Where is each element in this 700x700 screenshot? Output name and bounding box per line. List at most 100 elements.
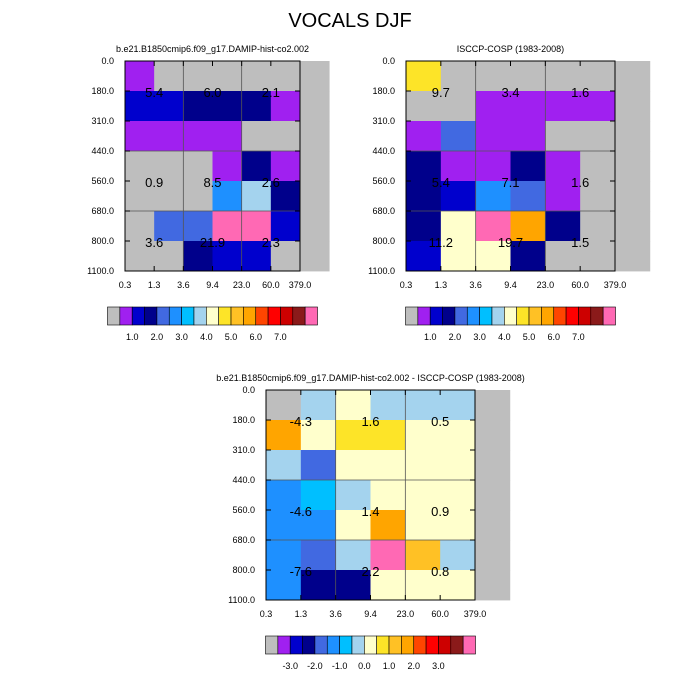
x-tick-label: 1.3 [435,280,448,290]
heatmap-cell [335,420,371,451]
heatmap-cell [266,420,302,451]
heatmap-cell [580,241,616,272]
heatmap-cell [154,211,184,242]
heatmap-cell [154,241,184,272]
colorbar-swatch [230,306,244,326]
heatmap-cell [475,151,511,182]
colorbar-swatch [304,306,318,326]
heatmap-panel-2: 0.3 1.3 3.6 9.4 23.0 60.0 379.0 0.0 180.0 310.0 44… [368,44,651,342]
colorbar-swatch [479,306,493,326]
heatmap-cell [300,181,330,212]
colorbar-swatch [289,635,303,655]
heatmap-cell [183,91,213,122]
y-tick-label: 680.0 [91,206,114,216]
heatmap-cell [580,91,616,122]
heatmap-cell [300,211,330,242]
y-tick-label: 560.0 [232,505,255,515]
heatmap-cell [154,121,184,152]
colorbar-swatch [168,306,182,326]
heatmap-cell [440,91,477,122]
heatmap-cell [300,91,330,122]
y-tick-label: 310.0 [91,116,114,126]
heatmap-cell [241,211,272,242]
heatmap-cell [440,540,476,571]
heatmap-cell [475,510,511,541]
heatmap-cell [475,91,511,122]
colorbar-swatch [277,635,291,655]
heatmap-cell [183,181,213,212]
heatmap-cell [241,241,272,272]
colorbar-label: 7.0 [274,332,287,342]
heatmap-cell [406,241,442,272]
heatmap-cell [405,570,441,601]
heatmap-cell [406,61,442,92]
heatmap-cell [475,181,511,212]
x-tick-label: 3.6 [469,280,482,290]
heatmap-cell [335,570,371,601]
colorbar-swatch [405,306,419,326]
heatmap-cell [545,181,581,212]
x-tick-label: 60.0 [571,280,589,290]
colorbar-swatch [413,635,427,655]
heatmap-cell [370,570,406,601]
heatmap-cell [125,151,155,182]
heatmap-cell [545,61,581,92]
colorbar-swatch [119,306,133,326]
colorbar-swatch [454,306,468,326]
colorbar-label: 3.0 [175,332,188,342]
colorbar-swatch [578,306,592,326]
heatmap-cell [212,241,243,272]
heatmap-cell [266,450,302,481]
colorbar-swatch [541,306,555,326]
value-label: 7.1 [501,175,519,190]
colorbar-swatch [528,306,542,326]
heatmap-cell [266,480,302,511]
y-tick-label: 180.0 [232,415,255,425]
value-label: 1.4 [361,504,379,519]
heatmap-cell [475,540,511,571]
x-tick-label: 1.3 [295,609,308,619]
heatmap-cell [405,480,441,511]
heatmap-panel-3: 0.3 1.3 3.6 9.4 23.0 60.0 379.0 0.0 180.0 310.0 44… [216,373,525,671]
y-tick-label: 1100.0 [228,595,255,605]
y-tick-label: 310.0 [372,116,395,126]
colorbar-label: 4.0 [200,332,213,342]
heatmap-cell [300,390,337,421]
colorbar-label: 2.0 [407,661,420,671]
colorbar-label: 1.0 [126,332,139,342]
y-tick-label: 680.0 [372,206,395,216]
value-label: 2.6 [262,175,280,190]
heatmap-cell [440,211,477,242]
heatmap-cell [270,121,301,152]
heatmap-cell [266,570,302,601]
value-label: 2.1 [262,85,280,100]
heatmap-cell [212,151,243,182]
colorbar-swatch [206,306,219,326]
heatmap-cell [270,241,301,272]
y-tick-label: 180.0 [372,86,395,96]
heatmap-cell [580,151,616,182]
x-tick-label: 9.4 [504,280,517,290]
colorbar-swatch [462,635,476,655]
colorbar-label: 6.0 [547,332,560,342]
heatmap-cell [154,181,184,212]
heatmap-cell [154,151,184,182]
heatmap-cell [580,61,616,92]
value-label: 6.0 [203,85,221,100]
y-tick-label: 560.0 [91,176,114,186]
heatmap-cell [270,211,301,242]
value-label: 0.9 [431,504,449,519]
heatmap-panel-1: 0.3 1.3 3.6 9.4 23.0 60.0 379.0 0.0 180.0 310.0 44… [87,44,330,342]
heatmap-cell [615,91,651,122]
x-tick-label: 9.4 [206,280,219,290]
heatmap-cell [406,91,442,122]
colorbar-swatch [401,635,415,655]
heatmap-cell [370,390,406,421]
heatmap-cell [510,151,546,182]
x-tick-label: 60.0 [262,280,280,290]
panel-title: ISCCP-COSP (1983-2008) [457,44,564,54]
value-label: 21.9 [200,235,225,250]
value-label: 19.7 [498,235,523,250]
colorbar-swatch [131,306,145,326]
colorbar-swatch [243,306,257,326]
